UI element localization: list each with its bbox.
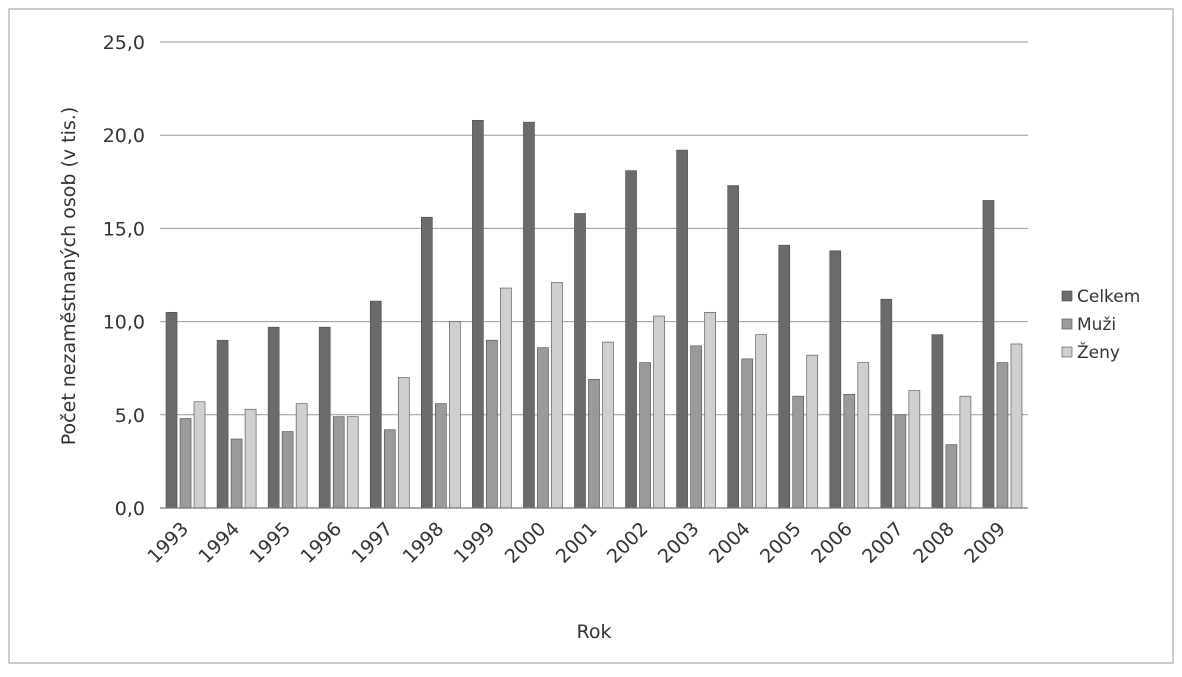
bar-celkem-1997	[369, 300, 382, 509]
y-tick-labels: 0,0 5,0 10,0 15,0 20,0 25,0	[103, 32, 145, 520]
bar-ženy-2007	[908, 390, 921, 509]
bar-muži-1998	[435, 403, 447, 509]
bar-ženy-1994	[244, 408, 257, 509]
bar-ženy-2003	[704, 311, 716, 509]
bar-muži-1996	[332, 416, 345, 509]
bar-celkem-2006	[829, 250, 842, 509]
legend-label: Muži	[1077, 315, 1116, 335]
legend-swatch	[1061, 290, 1073, 302]
bar-muži-2007	[894, 414, 907, 509]
legend-label: Ženy	[1077, 341, 1120, 363]
bar-celkem-2003	[676, 149, 688, 509]
bar-celkem-1999	[472, 119, 484, 509]
bar-celkem-1996	[318, 326, 331, 509]
bar-ženy-2008	[959, 395, 972, 509]
bar-muži-2008	[945, 444, 958, 509]
y-tick-label: 20,0	[103, 125, 145, 147]
legend-swatch	[1061, 346, 1073, 358]
legend: Celkem Muži Ženy	[1061, 287, 1140, 363]
legend-label: Celkem	[1077, 287, 1140, 307]
bar-ženy-1998	[449, 321, 461, 509]
bar-celkem-2007	[880, 298, 893, 509]
bar-celkem-2001	[574, 213, 586, 509]
bar-celkem-1993	[165, 311, 178, 509]
bar-muži-2002	[639, 362, 651, 509]
bar-muži-2009	[996, 362, 1009, 509]
bar-ženy-1993	[193, 401, 206, 509]
bar-muži-2001	[588, 379, 600, 509]
bar-muži-1994	[230, 438, 243, 509]
bar-muži-2006	[843, 393, 856, 509]
bar-ženy-1999	[500, 287, 512, 509]
bar-muži-1997	[383, 429, 396, 509]
legend-swatch	[1061, 318, 1073, 330]
bar-ženy-1997	[397, 377, 410, 509]
bars-layer	[165, 119, 1023, 509]
y-tick-label: 5,0	[115, 405, 145, 427]
bar-ženy-2002	[653, 315, 665, 509]
bar-ženy-2004	[755, 334, 767, 509]
bar-ženy-2000	[551, 282, 563, 509]
chart-border	[8, 8, 1174, 664]
bar-celkem-2004	[727, 185, 739, 509]
y-tick-label: 0,0	[115, 498, 145, 520]
bar-muži-1993	[179, 418, 192, 509]
x-axis-title: Rok	[577, 621, 612, 643]
bar-celkem-2002	[625, 170, 637, 509]
y-tick-label: 15,0	[103, 218, 145, 240]
bar-celkem-2009	[982, 200, 995, 509]
bar-ženy-1996	[346, 416, 359, 509]
bar-muži-2004	[741, 358, 753, 509]
bar-celkem-2005	[778, 244, 791, 509]
bar-celkem-1995	[267, 326, 280, 509]
bar-muži-2000	[537, 347, 549, 509]
bar-celkem-2008	[931, 334, 944, 509]
bar-celkem-1994	[216, 339, 229, 509]
bar-ženy-1995	[295, 403, 308, 509]
y-tick-label: 10,0	[103, 312, 145, 334]
bar-muži-1999	[486, 339, 498, 509]
bar-muži-2005	[792, 395, 805, 509]
bar-muži-1995	[281, 431, 294, 509]
bar-celkem-2000	[523, 121, 535, 509]
y-tick-label: 25,0	[103, 32, 145, 54]
bar-muži-2003	[690, 345, 702, 509]
bar-celkem-1998	[421, 216, 433, 509]
bar-ženy-2009	[1010, 343, 1023, 509]
bar-ženy-2006	[857, 362, 870, 509]
bar-ženy-2001	[602, 341, 614, 509]
bar-ženy-2005	[806, 354, 819, 509]
y-axis-title: Počet nezaměstnaných osob (v tis.)	[58, 107, 80, 445]
